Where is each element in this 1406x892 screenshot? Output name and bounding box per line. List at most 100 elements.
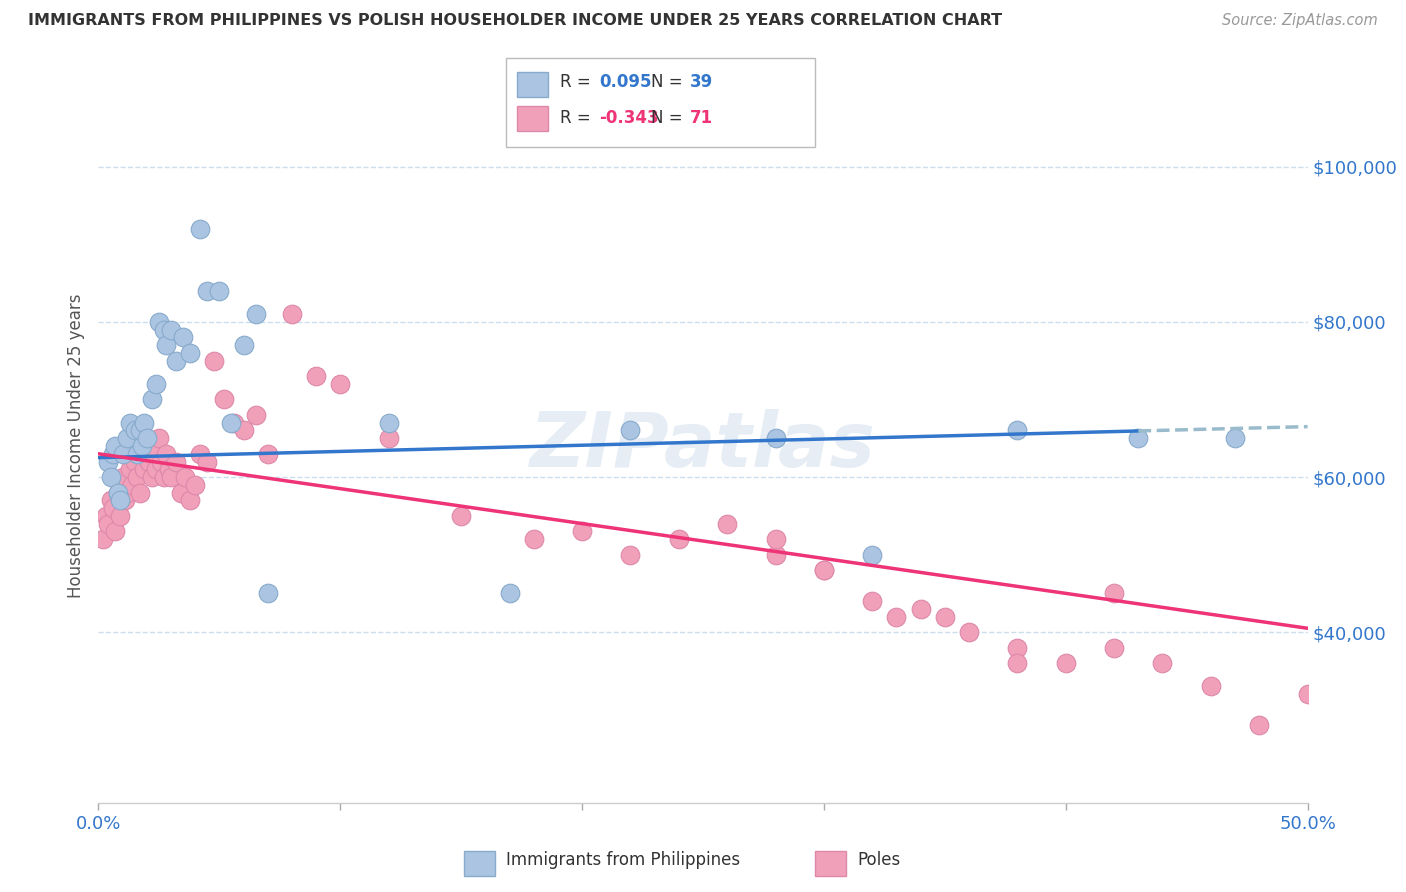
Point [1102, 640, 1125, 655]
Point [117, 431, 139, 445]
Point [195, 284, 218, 298]
Point [571, 524, 593, 539]
Point [145, 462, 167, 476]
Point [1102, 586, 1125, 600]
Point [134, 416, 156, 430]
Point [523, 532, 546, 546]
Point [1296, 687, 1319, 701]
Point [101, 447, 124, 461]
Point [150, 454, 173, 468]
Point [128, 485, 150, 500]
Point [281, 307, 304, 321]
Point [111, 470, 134, 484]
Point [114, 493, 136, 508]
Point [118, 416, 141, 430]
Point [619, 424, 641, 438]
Point [152, 470, 174, 484]
Text: 39: 39 [690, 73, 714, 91]
Point [134, 462, 156, 476]
Point [101, 501, 124, 516]
Text: IMMIGRANTS FROM PHILIPPINES VS POLISH HOUSEHOLDER INCOME UNDER 25 YEARS CORRELAT: IMMIGRANTS FROM PHILIPPINES VS POLISH HO… [28, 13, 1002, 29]
Point [97, 454, 120, 468]
Point [148, 315, 170, 329]
Point [256, 586, 278, 600]
Point [160, 323, 183, 337]
Point [204, 353, 226, 368]
Point [245, 408, 267, 422]
Point [1007, 424, 1029, 438]
Text: Source: ZipAtlas.com: Source: ZipAtlas.com [1222, 13, 1378, 29]
Point [135, 439, 157, 453]
Point [131, 447, 153, 461]
Point [111, 447, 134, 461]
Point [221, 416, 243, 430]
Point [174, 470, 197, 484]
Point [813, 563, 835, 577]
Point [124, 454, 146, 468]
Point [184, 477, 207, 491]
Point [498, 586, 520, 600]
Text: N =: N = [651, 109, 688, 127]
Point [232, 424, 254, 438]
Point [148, 431, 170, 445]
Text: 0.095: 0.095 [599, 73, 651, 91]
Text: R =: R = [560, 73, 596, 91]
Point [256, 447, 278, 461]
Point [104, 439, 127, 453]
Text: Immigrants from Philippines: Immigrants from Philippines [506, 851, 741, 869]
Text: R =: R = [560, 109, 596, 127]
Point [141, 470, 163, 484]
Point [765, 548, 787, 562]
Point [910, 602, 932, 616]
Point [222, 416, 245, 430]
Point [117, 485, 139, 500]
Point [377, 416, 399, 430]
Text: N =: N = [651, 73, 688, 91]
Point [195, 454, 218, 468]
Point [1249, 718, 1271, 732]
Point [155, 447, 177, 461]
Point [1054, 656, 1077, 670]
Point [165, 353, 187, 368]
Point [145, 376, 167, 391]
Point [169, 485, 191, 500]
Point [135, 431, 157, 445]
Point [94, 508, 117, 523]
Point [208, 284, 231, 298]
Point [1007, 656, 1029, 670]
Point [188, 447, 211, 461]
Point [91, 532, 114, 546]
Point [305, 369, 328, 384]
Point [160, 470, 183, 484]
Point [107, 485, 129, 500]
Point [165, 454, 187, 468]
Point [157, 462, 180, 476]
Point [934, 609, 956, 624]
Point [860, 594, 883, 608]
Point [127, 447, 149, 461]
Point [128, 424, 150, 438]
Text: ZIPatlas: ZIPatlas [530, 409, 876, 483]
Point [212, 392, 235, 407]
Point [172, 330, 194, 344]
Text: -0.343: -0.343 [599, 109, 658, 127]
Point [329, 376, 352, 391]
Point [1152, 656, 1174, 670]
Point [886, 609, 908, 624]
Point [100, 470, 122, 484]
Point [138, 454, 160, 468]
Point [100, 493, 122, 508]
Point [152, 323, 174, 337]
Point [107, 485, 129, 500]
Point [1344, 431, 1367, 445]
Point [118, 462, 141, 476]
Point [1128, 431, 1150, 445]
Point [377, 431, 399, 445]
Point [127, 470, 149, 484]
Point [155, 338, 177, 352]
Point [143, 447, 166, 461]
Y-axis label: Householder Income Under 25 years: Householder Income Under 25 years [66, 293, 84, 599]
Point [179, 493, 201, 508]
Point [104, 524, 127, 539]
Point [765, 532, 787, 546]
